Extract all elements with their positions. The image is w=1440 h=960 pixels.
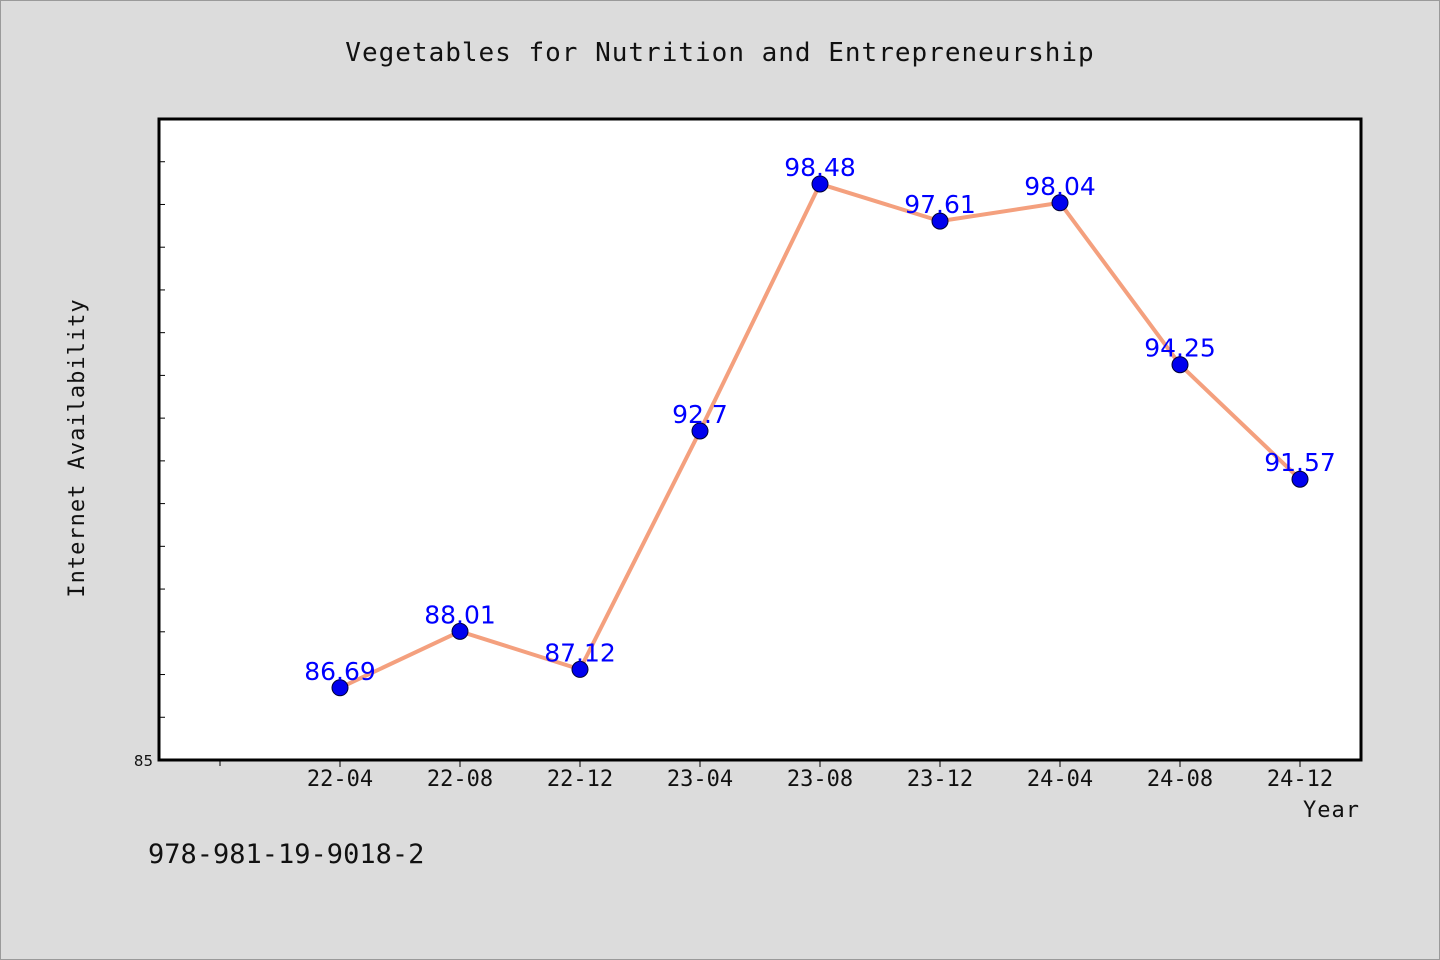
chart-title: Vegetables for Nutrition and Entrepreneu… xyxy=(345,38,1094,68)
data-point xyxy=(1291,470,1309,488)
data-label: 91.57 xyxy=(1264,448,1336,477)
x-tick-label: 22-12 xyxy=(547,767,613,792)
x-tick-label: 22-08 xyxy=(427,767,493,792)
x-tick-label: 23-04 xyxy=(667,767,733,792)
x-tick-label: 24-12 xyxy=(1267,767,1333,792)
data-point xyxy=(1051,194,1069,212)
data-point xyxy=(451,622,469,640)
x-tick-label: 24-08 xyxy=(1147,767,1213,792)
data-label: 97.61 xyxy=(904,190,976,219)
y-tick-label: 85 xyxy=(134,752,153,770)
x-tick-label: 24-04 xyxy=(1027,767,1093,792)
isbn-caption: 978-981-19-9018-2 xyxy=(148,839,424,870)
data-label: 88.01 xyxy=(424,600,496,629)
data-labels: 86.69 88.01 87.12 92.7 98.48 97.61 98.04 94.25 9… xyxy=(304,153,1336,686)
data-point xyxy=(811,175,829,193)
data-label: 92.7 xyxy=(672,400,728,429)
data-label: 87.12 xyxy=(544,638,616,667)
x-axis: 22-04 22-08 22-12 23-04 23-08 23-12 24-04 24-08… xyxy=(219,760,1333,792)
x-tick-label: 23-08 xyxy=(787,767,853,792)
data-point xyxy=(1171,356,1189,374)
data-point xyxy=(571,660,589,678)
data-label: 98.04 xyxy=(1024,172,1096,201)
y-axis xyxy=(159,161,165,718)
data-point xyxy=(331,679,349,697)
data-point xyxy=(691,422,709,440)
x-axis-title: Year xyxy=(1303,798,1360,823)
x-tick-label: 22-04 xyxy=(307,767,373,792)
data-label: 94.25 xyxy=(1144,334,1216,363)
data-label: 86.69 xyxy=(304,657,376,686)
data-label: 98.48 xyxy=(784,153,856,182)
plot-area xyxy=(157,117,1363,762)
x-tick-label: 23-12 xyxy=(907,767,973,792)
series-line xyxy=(331,175,1309,697)
data-point xyxy=(931,212,949,230)
y-axis-title: Internet Availability xyxy=(65,298,90,597)
